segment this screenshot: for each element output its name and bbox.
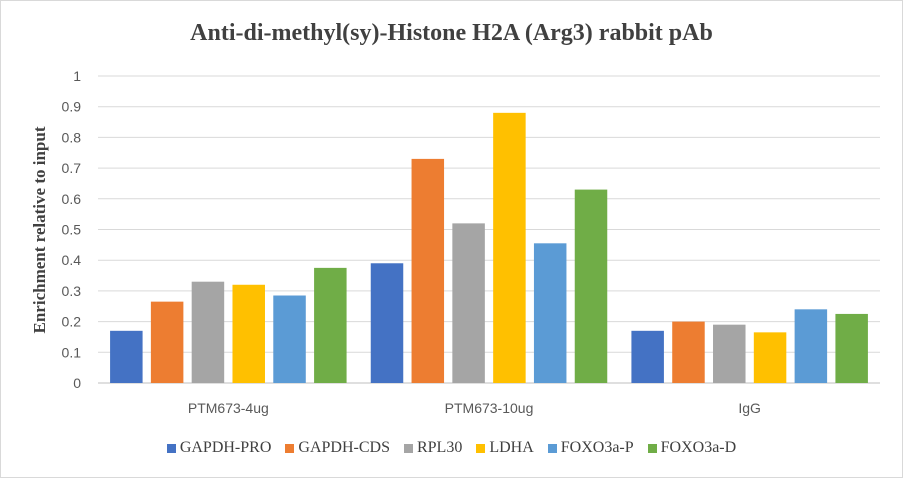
bar-gapdh-cds-ptm673-4ug [150,301,184,383]
y-tick-label: 0.2 [62,314,82,330]
legend-label: GAPDH-CDS [298,439,390,456]
y-tick-label: 0.6 [62,191,82,207]
chart-title: Anti-di-methyl(sy)-Histone H2A (Arg3) ra… [190,20,713,46]
y-tick-label: 0.5 [62,222,82,238]
bar-ldha-igg [753,332,787,383]
bar-foxo3a-p-ptm673-4ug [273,295,306,383]
legend-swatch [547,443,557,453]
bar-gapdh-cds-igg [672,321,705,383]
legend-item: FOXO3a-P [547,439,634,457]
legend-label: FOXO3a-D [660,439,737,456]
legend-label: FOXO3a-P [560,439,634,456]
legend-swatch [476,443,486,453]
bar-gapdh-pro-ptm673-10ug [370,263,404,383]
y-tick-label: 0.4 [62,252,82,268]
bar-gapdh-pro-igg [631,330,664,383]
bar-gapdh-pro-ptm673-4ug [110,330,143,383]
legend-label: LDHA [489,439,534,456]
bar-foxo3a-p-igg [794,309,828,383]
bar-rpl30-ptm673-4ug [191,281,225,383]
y-tick-label: 0.3 [62,283,82,299]
legend-item: FOXO3a-D [647,439,737,457]
y-tick-label: 0.8 [62,129,82,145]
bar-ldha-ptm673-4ug [232,284,265,383]
bar-rpl30-ptm673-10ug [452,223,485,383]
legend-swatch [166,443,176,453]
y-tick-label: 0.1 [62,344,82,360]
legend-label: RPL30 [416,439,463,456]
y-tick-label: 0.9 [62,99,82,115]
y-tick-label: 0 [73,375,81,391]
y-tick-label: 0.7 [62,160,82,176]
legend-swatch [403,443,413,453]
legend-swatch [285,443,295,453]
bar-foxo3a-d-ptm673-10ug [574,189,608,383]
legend-swatch [647,443,657,453]
y-tick-label: 1 [73,68,81,84]
legend-item: RPL30 [403,439,463,457]
bar-foxo3a-d-ptm673-4ug [314,267,347,383]
bar-rpl30-igg [713,324,746,383]
bar-foxo3a-p-ptm673-10ug [533,243,567,383]
legend-item: GAPDH-PRO [166,439,272,457]
x-category-label: IgG [738,400,761,416]
legend-item: LDHA [476,439,534,457]
bar-foxo3a-d-igg [835,313,868,383]
legend-item: GAPDH-CDS [285,439,390,457]
x-category-label: PTM673-10ug [445,400,534,416]
legend-label: GAPDH-PRO [179,439,272,456]
bar-gapdh-cds-ptm673-10ug [411,158,445,383]
legend: GAPDH-PRO GAPDH-CDS RPL30 LDHA FOXO3a-P FOXO3… [0,439,903,457]
bar-ldha-ptm673-10ug [493,112,526,383]
x-category-label: PTM673-4ug [188,400,269,416]
